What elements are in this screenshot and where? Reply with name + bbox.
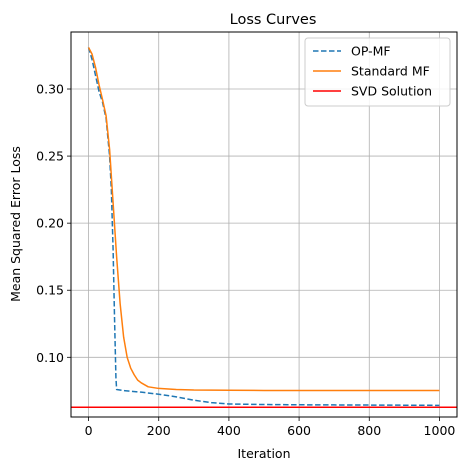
plot-area [71, 47, 457, 408]
y-tick-label: 0.20 [36, 216, 64, 231]
chart-title: Loss Curves [230, 12, 317, 28]
y-tick-label: 0.10 [36, 350, 64, 365]
x-tick-label: 200 [147, 423, 171, 438]
x-tick-label: 400 [217, 423, 241, 438]
y-axis-label: Mean Squared Error Loss [8, 146, 23, 302]
legend-entry-label: Standard MF [351, 64, 430, 79]
x-tick-label: 600 [287, 423, 311, 438]
legend: OP-MF Standard MF SVD Solution [304, 37, 451, 107]
axis-ticks: 0 200 400 600 800 1000 0.10 0.15 0.20 0.25 0.30 [36, 82, 455, 438]
y-tick-label: 0.25 [36, 149, 64, 164]
legend-box [304, 37, 451, 107]
x-axis-label: Iteration [237, 446, 290, 461]
series-line-standard-mf [87, 47, 440, 392]
y-tick-label: 0.30 [36, 82, 64, 97]
legend-entry-label: OP-MF [351, 44, 391, 59]
plot-frame [70, 31, 458, 418]
x-tick-label: 1000 [424, 423, 456, 438]
legend-entry-label: SVD Solution [351, 84, 432, 99]
y-tick-label: 0.15 [36, 283, 64, 298]
x-tick-label: 800 [357, 423, 381, 438]
x-tick-label: 0 [85, 423, 93, 438]
